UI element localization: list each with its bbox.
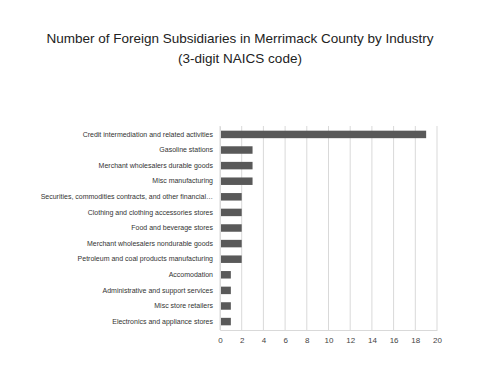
y-tick: Administrative and support services bbox=[103, 287, 221, 295]
bar bbox=[220, 177, 253, 184]
grid-line bbox=[306, 126, 307, 330]
y-tick: Petroleum and coal products manufacturin… bbox=[78, 255, 220, 263]
x-tick: 20 bbox=[433, 330, 442, 345]
grid-line bbox=[328, 126, 329, 330]
y-tick: Food and beverage stores bbox=[131, 224, 220, 232]
x-tick: 12 bbox=[346, 330, 355, 345]
bar bbox=[220, 318, 231, 325]
y-tick: Gasoline stations bbox=[159, 146, 220, 153]
bar bbox=[220, 271, 231, 278]
y-tick-label: Misc manufacturing bbox=[152, 177, 213, 185]
y-axis: Credit intermediation and related activi… bbox=[41, 127, 221, 331]
x-tick: 4 bbox=[262, 330, 267, 345]
grid-line bbox=[263, 126, 264, 330]
x-tick-label: 18 bbox=[411, 336, 420, 345]
grid-line bbox=[220, 126, 221, 330]
x-tick-label: 20 bbox=[433, 336, 442, 345]
bars bbox=[220, 131, 426, 326]
bar bbox=[220, 224, 242, 231]
grid-line bbox=[350, 126, 351, 330]
x-tick-label: 4 bbox=[262, 336, 267, 345]
bar bbox=[220, 302, 231, 309]
x-tick: 16 bbox=[390, 330, 399, 345]
title: Number of Foreign Subsidiaries in Merrim… bbox=[46, 31, 433, 46]
y-tick-label: Administrative and support services bbox=[103, 287, 214, 295]
x-tick: 8 bbox=[305, 330, 310, 345]
y-tick-label: Accomodation bbox=[169, 271, 213, 278]
x-tick-label: 12 bbox=[346, 336, 355, 345]
y-tick: Electronics and appliance stores bbox=[112, 318, 220, 326]
x-tick-label: 10 bbox=[325, 336, 334, 345]
bar bbox=[220, 255, 242, 262]
y-tick-label: Merchant wholesalers nondurable goods bbox=[87, 240, 214, 248]
grid-line bbox=[437, 126, 438, 330]
x-tick-label: 6 bbox=[283, 336, 288, 345]
bar bbox=[220, 193, 242, 200]
y-tick: Securities, commodities contracts, and o… bbox=[41, 193, 220, 200]
x-tick: 6 bbox=[283, 330, 288, 345]
y-tick: Accomodation bbox=[169, 271, 220, 278]
y-tick-label: Clothing and clothing accessories stores bbox=[88, 209, 214, 217]
y-tick-label: Merchant wholesalers durable goods bbox=[99, 162, 214, 170]
bar bbox=[220, 240, 242, 247]
x-tick: 18 bbox=[411, 330, 420, 345]
grid-line bbox=[371, 126, 372, 330]
x-tick-label: 14 bbox=[368, 336, 377, 345]
x-tick: 2 bbox=[240, 330, 245, 345]
grid-line bbox=[393, 126, 394, 330]
x-tick-label: 16 bbox=[390, 336, 399, 345]
x-tick: 10 bbox=[325, 330, 334, 345]
y-tick-label: Electronics and appliance stores bbox=[112, 318, 213, 326]
y-tick: Misc manufacturing bbox=[152, 177, 220, 185]
chart: Number of Foreign Subsidiaries in Merrim… bbox=[0, 0, 480, 378]
x-axis-line bbox=[221, 330, 438, 331]
grid-line bbox=[415, 126, 416, 330]
x-tick: 14 bbox=[368, 330, 377, 345]
x-tick-label: 8 bbox=[305, 336, 310, 345]
x-tick-label: 2 bbox=[240, 336, 245, 345]
y-tick-label: Securities, commodities contracts, and o… bbox=[41, 193, 213, 200]
bar bbox=[220, 209, 242, 216]
x-tick: 0 bbox=[218, 330, 223, 345]
y-tick-label: Petroleum and coal products manufacturin… bbox=[78, 255, 214, 263]
x-tick-label: 0 bbox=[218, 336, 223, 345]
y-tick: Clothing and clothing accessories stores bbox=[88, 209, 220, 217]
y-tick-label: Gasoline stations bbox=[159, 146, 213, 153]
y-tick: Merchant wholesalers durable goods bbox=[99, 162, 220, 170]
grid bbox=[220, 126, 437, 330]
grid-line bbox=[285, 126, 286, 330]
bar bbox=[220, 162, 253, 169]
y-tick-label: Misc store retailers bbox=[154, 302, 213, 309]
y-tick-label: Food and beverage stores bbox=[131, 224, 213, 232]
y-tick: Credit intermediation and related activi… bbox=[83, 131, 220, 138]
y-tick-label: Credit intermediation and related activi… bbox=[83, 131, 214, 138]
y-tick: Misc store retailers bbox=[154, 302, 220, 309]
y-tick: Merchant wholesalers nondurable goods bbox=[87, 240, 220, 248]
x-axis: 0 2 4 6 8 10 12 14 16 18 20 bbox=[218, 330, 442, 345]
bar bbox=[220, 287, 231, 294]
bar bbox=[220, 146, 253, 153]
subtitle: (3-digit NAICS code) bbox=[178, 51, 302, 66]
y-axis-line bbox=[220, 127, 221, 331]
bar bbox=[220, 131, 426, 138]
